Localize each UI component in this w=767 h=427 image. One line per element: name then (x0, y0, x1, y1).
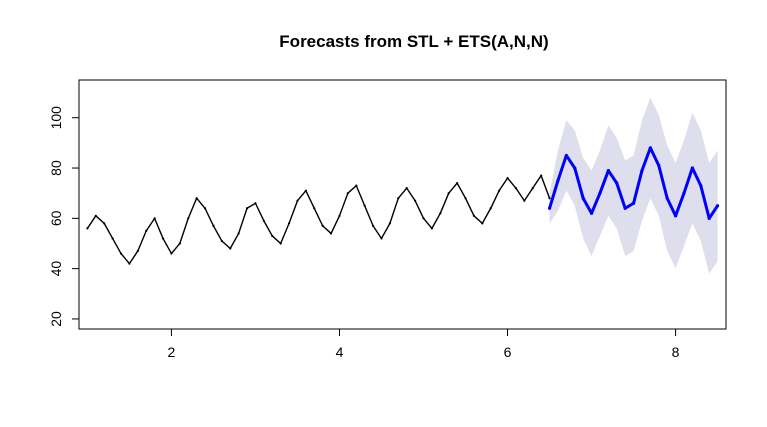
observed-data-point (271, 234, 274, 238)
forecast-data-point (690, 166, 694, 170)
forecast-data-point (648, 146, 652, 150)
forecast-data-point (699, 184, 703, 188)
forecast-data-point (606, 168, 610, 173)
forecast-data-point (665, 196, 669, 200)
forecast-data-point (715, 204, 720, 208)
observed-data-point (439, 212, 442, 215)
observed-data-point (397, 197, 400, 200)
y-tick-label: 60 (48, 210, 64, 226)
forecast-data-point (631, 201, 636, 205)
y-tick-label: 20 (48, 311, 64, 327)
observed-data-point (531, 187, 534, 190)
forecast-data-point (564, 153, 568, 158)
observed-data-point (456, 182, 459, 185)
x-tick-label: 6 (504, 344, 512, 360)
observed-data-point (212, 224, 215, 227)
prediction-interval-band (549, 97, 718, 274)
y-axis: 20 40 60 80 100 (48, 106, 80, 327)
y-tick-label: 40 (48, 261, 64, 277)
observed-data-point (111, 237, 114, 240)
observed-data-point (363, 204, 366, 207)
series-layer (86, 146, 720, 265)
forecast-data-point (682, 191, 686, 195)
chart-title: Forecasts from STL + ETS(A,N,N) (279, 32, 548, 51)
observed-data-point (414, 199, 417, 202)
observed-data-point (145, 229, 148, 233)
observed-data-point (187, 217, 190, 220)
observed-data-point (464, 197, 467, 200)
observed-data-point (296, 199, 299, 202)
observed-data-point (380, 237, 383, 240)
observed-data-point (481, 222, 484, 225)
forecast-data-point (556, 179, 560, 183)
observed-data-point (279, 242, 282, 245)
forecast-data-point (581, 196, 585, 200)
x-tick-label: 2 (168, 344, 176, 360)
observed-data-point (548, 197, 551, 200)
forecast-data-point (573, 166, 577, 170)
observed-data-point (287, 222, 291, 225)
observed-data-point (514, 187, 518, 190)
x-tick-label: 8 (672, 344, 680, 360)
forecast-data-point (615, 181, 619, 185)
y-tick-label: 100 (48, 106, 64, 130)
observed-data-point (119, 252, 123, 255)
observed-data-point (498, 189, 501, 192)
observed-data-point (346, 192, 349, 195)
observed-data-point (161, 237, 165, 240)
observed-data-point (355, 184, 358, 187)
observed-data-point (103, 222, 106, 225)
observed-data-point (170, 252, 173, 255)
observed-data-point (430, 227, 434, 230)
observed-data-point (86, 227, 89, 230)
forecast-data-point (707, 216, 711, 220)
forecast-data-point (657, 163, 661, 168)
observed-data-point (313, 207, 316, 210)
observed-data-point (229, 247, 232, 250)
forecast-data-point (589, 211, 594, 215)
observed-data-point (388, 222, 391, 225)
observed-data-point (506, 176, 509, 180)
observed-data-point (304, 189, 307, 192)
observed-data-point (262, 219, 265, 222)
observed-data-point (540, 174, 543, 177)
observed-data-point (472, 214, 476, 217)
observed-data-point (489, 207, 492, 210)
observed-data-point (422, 217, 425, 220)
forecast-data-point (547, 206, 552, 210)
observed-data-point (321, 224, 324, 227)
observed-data-point (245, 207, 249, 210)
observed-data-point (338, 214, 341, 217)
observed-data-point (371, 224, 375, 227)
observed-data-point (195, 197, 198, 200)
observed-data-point (254, 202, 257, 205)
observed-data-point (178, 242, 181, 245)
observed-data-point (153, 217, 156, 220)
observed-data-point (136, 249, 139, 253)
prediction-interval-layer (549, 97, 718, 274)
forecast-data-point (673, 214, 678, 218)
observed-data-point (220, 239, 223, 243)
observed-series-line (86, 174, 551, 265)
observed-data-point (405, 187, 408, 190)
observed-data-point (237, 232, 240, 235)
x-tick-label: 4 (336, 344, 344, 360)
forecast-data-point (623, 206, 627, 210)
forecast-data-point (640, 168, 644, 173)
observed-data-point (203, 207, 207, 210)
observed-data-point (329, 232, 333, 235)
y-tick-label: 80 (48, 160, 64, 176)
observed-data-point (94, 214, 97, 217)
observed-data-point (128, 262, 131, 265)
observed-data-point (447, 192, 450, 195)
x-axis: 2 4 6 8 (168, 328, 680, 360)
forecast-data-point (598, 191, 602, 195)
observed-data-point (523, 199, 526, 202)
